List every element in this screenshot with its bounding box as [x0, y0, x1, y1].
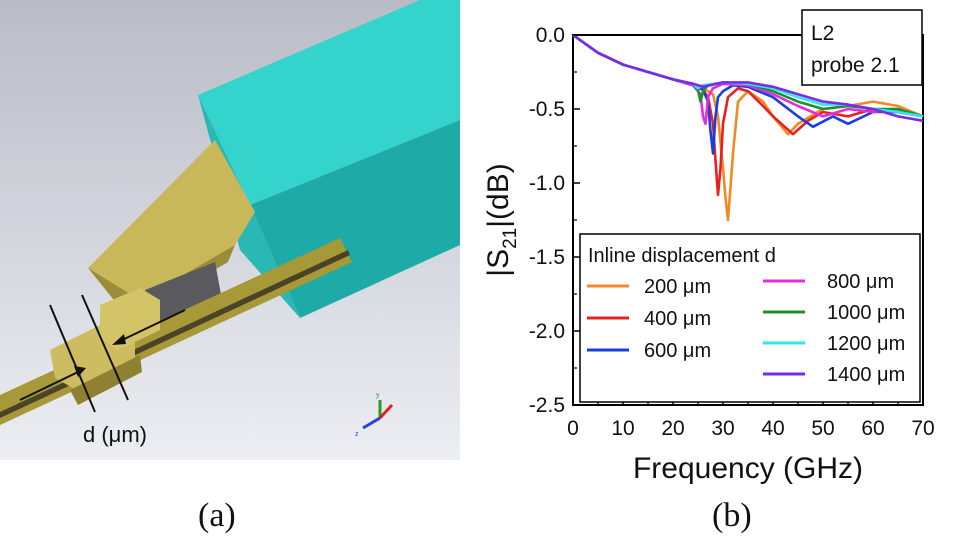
- legend: Inline displacement d 200 μm 400 μm 600 μm…: [579, 233, 921, 403]
- dimension-label: d (μm): [83, 422, 147, 447]
- y-tick-label: -2.0: [529, 320, 565, 343]
- reference-line-1: [49, 304, 96, 413]
- svg-text:y: y: [376, 392, 380, 399]
- probe-3d-model: d (μm) y z: [0, 0, 460, 460]
- tip-block-3: [70, 355, 142, 405]
- x-tick-label: 10: [611, 417, 634, 440]
- legend-entry: 1200 μm: [827, 333, 905, 355]
- legend-entry: 1400 μm: [827, 364, 905, 386]
- probe-upper-face: [88, 140, 255, 300]
- x-axis-label: Frequency (GHz): [633, 452, 863, 485]
- y-axis-label: |S21|(dB): [482, 163, 521, 276]
- y-tick-label: -1.5: [529, 246, 565, 269]
- x-tick-label: 20: [661, 417, 684, 440]
- arrow-outward: [19, 371, 79, 401]
- y-tick-label: -1.0: [529, 172, 565, 195]
- legend-entry: 600 μm: [644, 340, 711, 362]
- x-tick-label: 60: [861, 417, 884, 440]
- annotation-line-1: L2: [811, 22, 834, 45]
- tip-block-2: [100, 288, 160, 350]
- legend-entry: 800 μm: [827, 271, 894, 293]
- y-tick-label: -0.5: [529, 98, 565, 121]
- y-tick-label: 0.0: [536, 24, 565, 47]
- block-top-face: [198, 0, 460, 205]
- reference-line-2: [81, 294, 129, 401]
- y-tick-label: -2.5: [529, 394, 565, 417]
- probe-cavity: [145, 262, 222, 330]
- ticks-layer: 0 10 20 30 40 50 60 70 0.0 -0.5 -1.0 -1.5 -2.0 -2.5: [529, 24, 935, 440]
- simulation-model-panel: d (μm) y z: [0, 0, 460, 460]
- x-tick-label: 70: [911, 417, 934, 440]
- x-tick-label: 0: [567, 417, 579, 440]
- annotation-line-2: probe 2.1: [811, 54, 900, 77]
- series-layer: [572, 33, 924, 222]
- x-tick-label: 50: [811, 417, 834, 440]
- legend-entry: 1000 μm: [827, 302, 905, 324]
- series-line: [572, 33, 924, 123]
- s21-chart-panel: 0 10 20 30 40 50 60 70 0.0 -0.5 -1.0 -1.5 -2.0 -2.5 F…: [480, 0, 960, 490]
- x-tick-label: 30: [711, 417, 734, 440]
- s21-chart: 0 10 20 30 40 50 60 70 0.0 -0.5 -1.0 -1.5 -2.0 -2.5 F…: [482, 9, 935, 485]
- caption-b: (b): [712, 497, 752, 534]
- legend-entry: 400 μm: [644, 308, 711, 330]
- axis-triad-icon: y z: [355, 392, 394, 438]
- arrow-inward: [117, 309, 186, 343]
- svg-text:z: z: [355, 431, 359, 438]
- legend-entry: 200 μm: [644, 276, 711, 298]
- x-tick-label: 40: [761, 417, 784, 440]
- caption-a: (a): [198, 497, 236, 534]
- annotation-box: L2 probe 2.1: [801, 9, 923, 86]
- legend-title: Inline displacement d: [588, 245, 776, 267]
